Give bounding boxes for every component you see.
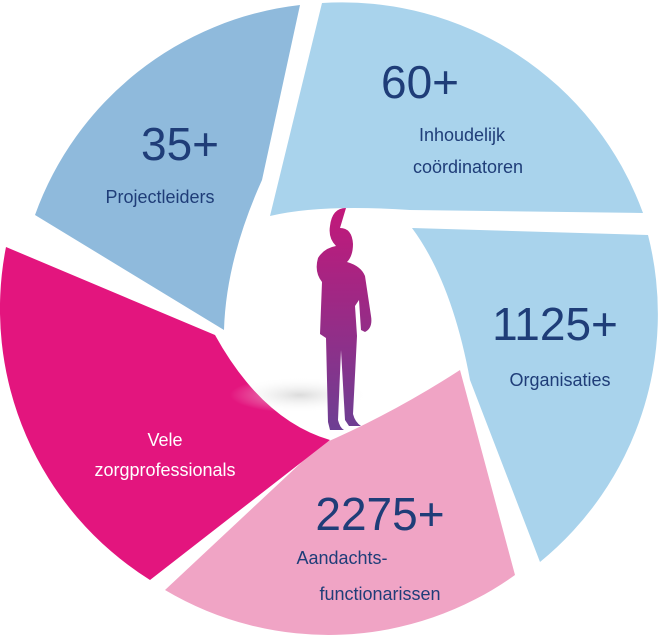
blade-zorgprofessionals [0, 247, 330, 580]
blade-projectleiders [35, 5, 300, 330]
segment-number: 35+ [141, 118, 219, 170]
segment-number: 60+ [381, 56, 459, 108]
figure [316, 208, 372, 430]
blade-aandachtsfunctionarissen [165, 370, 515, 635]
blade-organisaties [412, 228, 658, 562]
segment-number: 2275+ [315, 488, 444, 540]
blade-coordinatoren [270, 2, 643, 216]
segment-label: Aandachts- [296, 548, 387, 568]
segment-number: 1125+ [492, 298, 618, 350]
segment-label: Projectleiders [105, 187, 214, 207]
segment-label: Inhoudelijk [419, 125, 506, 145]
segment-label: functionarissen [319, 584, 440, 604]
segment-label: Vele [147, 430, 182, 450]
segment-label: Organisaties [509, 370, 610, 390]
segment-label: zorgprofessionals [94, 460, 235, 480]
segment-label: coördinatoren [413, 157, 523, 177]
